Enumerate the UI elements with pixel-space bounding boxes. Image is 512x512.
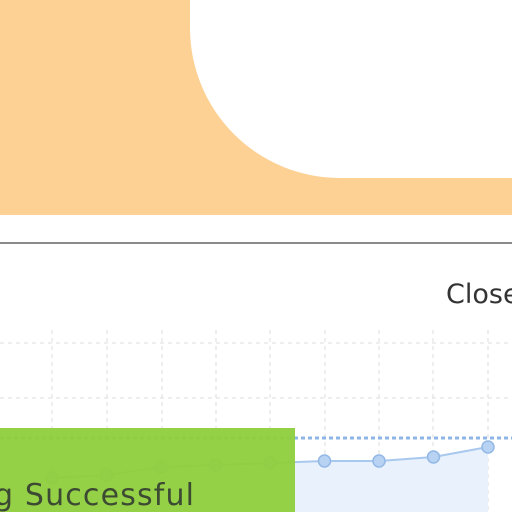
- point: [372, 454, 386, 468]
- close-button[interactable]: Close: [446, 279, 512, 310]
- point: [481, 440, 495, 454]
- point: [317, 454, 332, 468]
- grid: [0, 330, 512, 512]
- toast-message: g Successful: [0, 478, 194, 512]
- toast: [0, 428, 295, 512]
- header-cutout: [190, 0, 512, 178]
- point: [426, 450, 441, 464]
